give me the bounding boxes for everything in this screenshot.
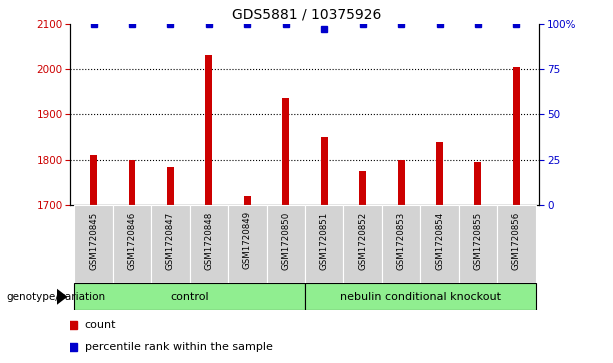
Bar [497, 205, 536, 283]
Text: genotype/variation: genotype/variation [6, 292, 105, 302]
Text: GSM1720845: GSM1720845 [89, 211, 98, 270]
Bar [436, 142, 443, 205]
Bar [113, 205, 151, 283]
Text: GSM1720848: GSM1720848 [204, 211, 213, 270]
Bar [205, 55, 212, 205]
Bar [151, 205, 189, 283]
Bar [421, 205, 459, 283]
Polygon shape [57, 289, 67, 305]
Bar [90, 155, 97, 205]
Text: GSM1720855: GSM1720855 [473, 211, 482, 270]
Bar [321, 137, 327, 205]
Bar [244, 196, 251, 205]
Bar [74, 283, 305, 310]
Bar [189, 205, 228, 283]
Text: GSM1720851: GSM1720851 [320, 211, 329, 270]
Bar [398, 160, 405, 205]
Bar [382, 205, 421, 283]
Bar [305, 205, 343, 283]
Bar [283, 98, 289, 205]
Text: GSM1720856: GSM1720856 [512, 211, 521, 270]
Bar [343, 205, 382, 283]
Bar [359, 171, 366, 205]
Text: GSM1720849: GSM1720849 [243, 211, 252, 269]
Bar [74, 205, 113, 283]
Text: GSM1720850: GSM1720850 [281, 211, 290, 270]
Text: GSM1720854: GSM1720854 [435, 211, 444, 270]
Text: GSM1720853: GSM1720853 [397, 211, 406, 270]
Bar [305, 283, 536, 310]
Text: GSM1720846: GSM1720846 [128, 211, 137, 270]
Bar [459, 205, 497, 283]
Bar [129, 160, 135, 205]
Text: percentile rank within the sample: percentile rank within the sample [85, 342, 272, 352]
Text: GSM1720852: GSM1720852 [358, 211, 367, 270]
Bar [474, 162, 481, 205]
Bar [167, 167, 174, 205]
Text: GDS5881 / 10375926: GDS5881 / 10375926 [232, 7, 381, 21]
Bar [267, 205, 305, 283]
Text: GSM1720847: GSM1720847 [166, 211, 175, 270]
Bar [228, 205, 267, 283]
Text: control: control [170, 292, 209, 302]
Text: count: count [85, 320, 116, 330]
Bar [513, 67, 520, 205]
Text: nebulin conditional knockout: nebulin conditional knockout [340, 292, 501, 302]
